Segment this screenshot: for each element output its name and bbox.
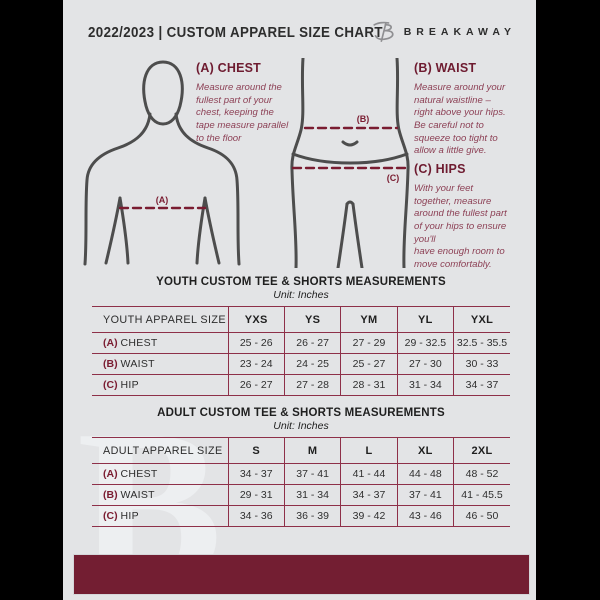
row-label: (C) HIP [92,505,229,527]
table-cell: 25 - 26 [227,332,285,354]
table-cell: 34 - 37 [340,484,398,506]
adult-size-table: ADULT APPAREL SIZE S M L XL 2XL (A) CHES… [92,437,510,527]
table-row-hip: (C) HIP 26 - 27 27 - 28 28 - 31 31 - 34 … [92,374,510,396]
table-cell: 23 - 24 [227,353,285,375]
upper-body-diagram: (A) [83,60,241,266]
brand-lockup: BREAKAWAY [371,19,516,45]
youth-table-title: YOUTH CUSTOM TEE & SHORTS MEASUREMENTS [156,276,446,288]
youth-table-unit: Unit: Inches [273,289,329,301]
hips-instructions: (C) HIPS With your feet together, measur… [414,162,536,272]
column-header: YXS [227,306,285,333]
adult-table-title: ADULT CUSTOM TEE & SHORTS MEASUREMENTS [157,407,445,419]
chest-description: Measure around the fullest part of your … [196,82,289,144]
table-cell: 31 - 34 [283,484,342,506]
table-cell: 27 - 30 [396,353,455,375]
table-cell: 27 - 28 [283,374,342,396]
brand-name: BREAKAWAY [403,26,516,38]
column-header: L [340,437,398,464]
column-header: YXL [453,306,510,333]
column-header: YOUTH APPAREL SIZE [92,306,229,333]
column-header: 2XL [453,437,510,464]
row-name: CHEST [120,468,158,480]
column-header: XL [396,437,455,464]
table-cell: 34 - 37 [227,463,285,485]
waist-heading: (B) WAIST [414,61,477,75]
table-row-waist: (B) WAIST 23 - 24 24 - 25 25 - 27 27 - 3… [92,353,510,375]
column-header: YL [396,306,455,333]
column-header: ADULT APPAREL SIZE [92,437,229,464]
row-label: (A) CHEST [92,463,229,485]
table-cell: 29 - 32.5 [396,332,455,354]
adult-table-unit: Unit: Inches [273,420,329,432]
row-label: (B) WAIST [92,484,229,506]
table-cell: 46 - 50 [453,505,510,527]
table-row-hip: (C) HIP 34 - 36 36 - 39 39 - 42 43 - 46 … [92,505,510,527]
table-cell: 48 - 52 [453,463,510,485]
table-cell: 37 - 41 [283,463,342,485]
table-cell: 37 - 41 [396,484,455,506]
waist-line-label: (B) [357,114,370,124]
table-row-chest: (A) CHEST 25 - 26 26 - 27 27 - 29 29 - 3… [92,332,510,354]
table-cell: 26 - 27 [283,332,342,354]
table-cell: 24 - 25 [283,353,342,375]
hips-line-label: (C) [387,173,400,183]
chest-instructions: (A) CHEST Measure around the fullest par… [196,61,311,145]
table-cell: 41 - 45.5 [453,484,510,506]
page-title: 2022/2023 | CUSTOM APPAREL SIZE CHART [88,25,383,41]
table-cell: 39 - 42 [340,505,398,527]
lower-body-diagram: (B) (C) [290,58,410,268]
table-cell: 29 - 31 [227,484,285,506]
row-key: (B) [103,358,118,370]
row-label: (C) HIP [92,374,229,396]
waist-instructions: (B) WAIST Measure around your natural wa… [414,61,534,158]
table-cell: 34 - 36 [227,505,285,527]
row-label: (B) WAIST [92,353,229,375]
table-header-row: ADULT APPAREL SIZE S M L XL 2XL [92,437,510,464]
table-cell: 32.5 - 35.5 [453,332,510,354]
breakaway-b-logo-icon [373,21,394,42]
row-key: (C) [103,379,118,391]
chest-line-label: (A) [156,195,169,205]
table-cell: 36 - 39 [283,505,342,527]
chest-heading: (A) CHEST [196,61,261,75]
row-key: (A) [103,337,118,349]
table-cell: 28 - 31 [340,374,398,396]
adult-size-section: ADULT CUSTOM TEE & SHORTS MEASUREMENTS U… [92,407,510,527]
row-key: (B) [103,489,118,501]
row-key: (A) [103,468,118,480]
table-row-chest: (A) CHEST 34 - 37 37 - 41 41 - 44 44 - 4… [92,463,510,485]
youth-size-table: YOUTH APPAREL SIZE YXS YS YM YL YXL (A) … [92,306,510,396]
column-header: YM [340,306,398,333]
table-cell: 44 - 48 [396,463,455,485]
table-cell: 34 - 37 [453,374,510,396]
column-header: YS [283,306,342,333]
hips-description: With your feet together, measure around … [414,183,507,270]
table-cell: 30 - 33 [453,353,510,375]
column-header: S [227,437,285,464]
row-name: HIP [120,379,139,391]
row-name: WAIST [120,489,155,501]
table-cell: 41 - 44 [340,463,398,485]
table-header-row: YOUTH APPAREL SIZE YXS YS YM YL YXL [92,306,510,333]
row-key: (C) [103,510,118,522]
footer-accent-bar [73,554,530,595]
table-cell: 31 - 34 [396,374,455,396]
row-name: HIP [120,510,139,522]
table-cell: 26 - 27 [227,374,285,396]
size-chart-flyer: 2022/2023 | CUSTOM APPAREL SIZE CHART BR… [63,0,536,600]
row-name: WAIST [120,358,155,370]
row-label: (A) CHEST [92,332,229,354]
column-header: M [283,437,342,464]
table-row-waist: (B) WAIST 29 - 31 31 - 34 34 - 37 37 - 4… [92,484,510,506]
row-name: CHEST [120,337,158,349]
table-cell: 27 - 29 [340,332,398,354]
hips-heading: (C) HIPS [414,162,466,176]
table-cell: 43 - 46 [396,505,455,527]
waist-description: Measure around your natural waistline – … [414,82,506,157]
youth-size-section: YOUTH CUSTOM TEE & SHORTS MEASUREMENTS U… [92,276,510,396]
table-cell: 25 - 27 [340,353,398,375]
